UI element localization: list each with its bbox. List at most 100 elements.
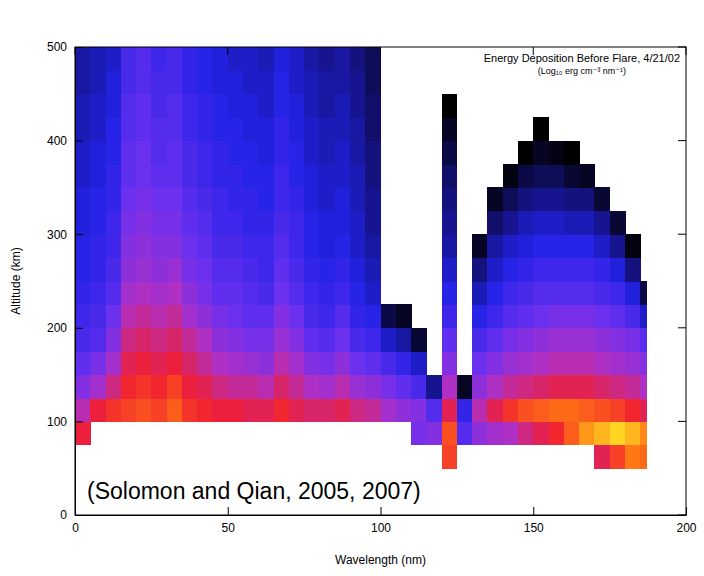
tick-mark xyxy=(678,421,686,422)
heatmap-cell xyxy=(212,47,228,71)
heatmap-cell xyxy=(121,258,137,282)
heatmap-cell xyxy=(350,70,366,94)
heatmap-cell xyxy=(518,234,534,258)
heatmap-cell xyxy=(564,211,580,235)
heatmap-cell xyxy=(289,398,305,422)
heatmap-cell xyxy=(274,94,290,118)
heatmap-cell xyxy=(564,375,580,399)
tick-mark xyxy=(228,507,229,515)
heatmap-cell xyxy=(136,47,152,71)
heatmap-cell xyxy=(518,258,534,282)
heatmap-cell xyxy=(381,398,397,422)
heatmap-cell xyxy=(243,281,259,305)
heatmap-cell xyxy=(640,351,647,375)
heatmap-cell xyxy=(472,398,488,422)
chart: 0501001502000100200300400500Wavelength (… xyxy=(0,0,704,576)
heatmap-cell xyxy=(90,70,106,94)
heatmap-cell xyxy=(350,304,366,328)
heatmap-cell xyxy=(151,328,167,352)
heatmap-cell xyxy=(90,117,106,141)
heatmap-cell xyxy=(319,398,335,422)
heatmap-cell xyxy=(610,258,626,282)
heatmap-cell xyxy=(579,187,595,211)
heatmap-cell xyxy=(212,234,228,258)
heatmap-cell xyxy=(365,141,381,165)
heatmap-cell xyxy=(335,70,351,94)
heatmap-cell xyxy=(533,421,549,445)
tick-mark xyxy=(678,515,686,516)
heatmap-cell xyxy=(136,351,152,375)
heatmap-cell xyxy=(472,281,488,305)
heatmap-cell xyxy=(319,164,335,188)
heatmap-cell xyxy=(106,398,122,422)
heatmap-cell xyxy=(503,234,519,258)
heatmap-cell xyxy=(289,164,305,188)
heatmap-cell xyxy=(533,141,549,165)
heatmap-cell xyxy=(411,398,427,422)
heatmap-cell xyxy=(594,187,610,211)
heatmap-cell xyxy=(350,141,366,165)
heatmap-cell xyxy=(365,211,381,235)
heatmap-cell xyxy=(396,398,412,422)
heatmap-cell xyxy=(182,117,198,141)
heatmap-cell xyxy=(610,351,626,375)
heatmap-cell xyxy=(518,398,534,422)
heatmap-cell xyxy=(487,258,503,282)
heatmap-cell xyxy=(167,375,183,399)
heatmap-cell xyxy=(289,281,305,305)
heatmap-cell xyxy=(212,141,228,165)
heatmap-cell xyxy=(335,281,351,305)
heatmap-cell xyxy=(228,211,244,235)
heatmap-cell xyxy=(396,328,412,352)
heatmap-cell xyxy=(533,281,549,305)
heatmap-cell xyxy=(106,117,122,141)
heatmap-cell xyxy=(319,47,335,71)
heatmap-cell xyxy=(212,328,228,352)
heatmap-cell xyxy=(350,234,366,258)
tick: 400 xyxy=(47,134,83,148)
tick-label: 50 xyxy=(222,521,236,535)
heatmap-cell xyxy=(610,398,626,422)
heatmap-cell xyxy=(90,398,106,422)
heatmap-cell xyxy=(228,94,244,118)
heatmap-cell xyxy=(640,328,647,352)
heatmap-cell xyxy=(274,47,290,71)
heatmap-cell xyxy=(472,304,488,328)
heatmap-cell xyxy=(564,304,580,328)
heatmap-cell xyxy=(151,234,167,258)
heatmap-cell xyxy=(212,258,228,282)
heatmap-cell xyxy=(212,164,228,188)
heatmap-cell xyxy=(289,47,305,71)
tick-mark xyxy=(678,47,686,48)
heatmap-cell xyxy=(610,304,626,328)
heatmap-cell xyxy=(411,375,427,399)
heatmap-cell xyxy=(564,398,580,422)
heatmap-cell xyxy=(167,211,183,235)
heatmap-cell xyxy=(136,211,152,235)
heatmap-cell xyxy=(75,281,91,305)
heatmap-cell xyxy=(75,375,91,399)
heatmap-cell xyxy=(75,234,91,258)
heatmap-cell xyxy=(75,258,91,282)
heatmap-cell xyxy=(304,70,320,94)
heatmap-cell xyxy=(304,328,320,352)
heatmap-cell xyxy=(197,281,213,305)
heatmap-cell xyxy=(274,141,290,165)
heatmap-cell xyxy=(442,187,458,211)
heatmap-cell xyxy=(549,141,565,165)
tick-mark xyxy=(75,328,83,329)
heatmap-cell xyxy=(289,375,305,399)
heatmap-cell xyxy=(304,141,320,165)
heatmap-cell xyxy=(136,234,152,258)
heatmap-cell xyxy=(167,117,183,141)
heatmap-cell xyxy=(151,94,167,118)
heatmap-cell xyxy=(182,351,198,375)
heatmap-cell xyxy=(167,281,183,305)
heatmap-cell xyxy=(304,375,320,399)
heatmap-cell xyxy=(518,141,534,165)
heatmap-cell xyxy=(121,351,137,375)
heatmap-cell xyxy=(274,304,290,328)
heatmap-cell xyxy=(121,281,137,305)
heatmap-cell xyxy=(381,375,397,399)
heatmap-cell xyxy=(106,281,122,305)
